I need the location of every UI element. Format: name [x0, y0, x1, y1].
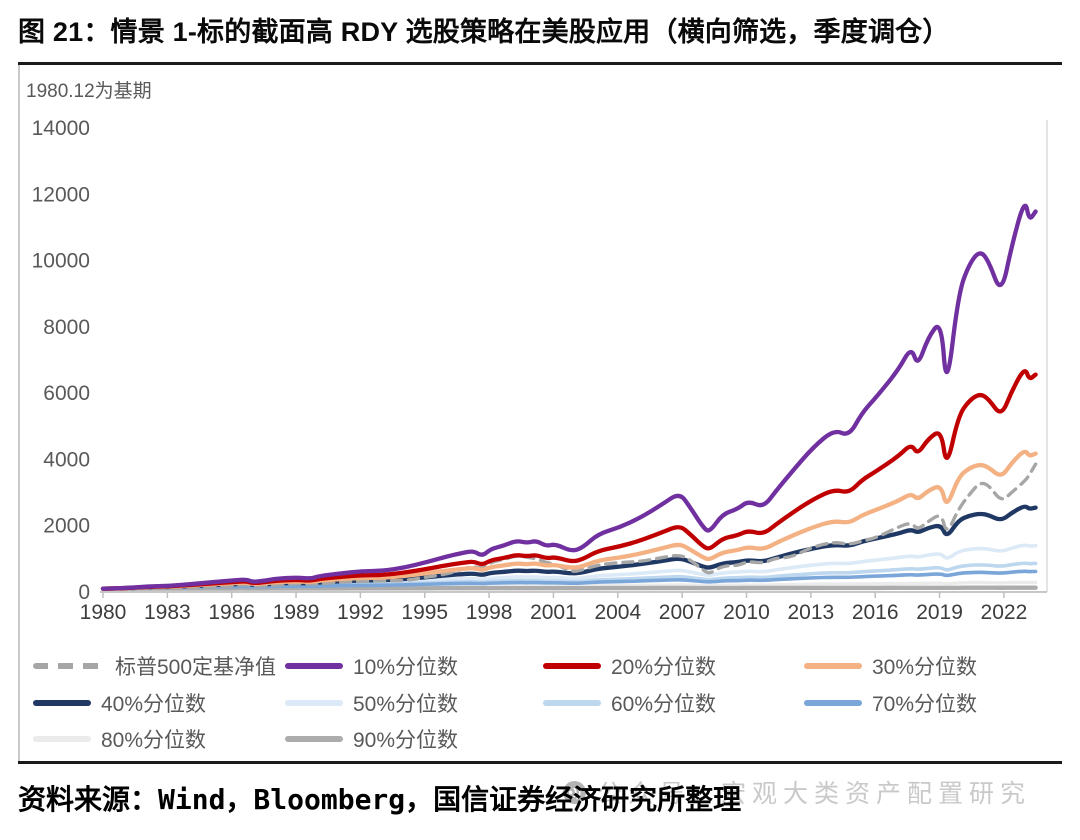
y-axis-tick-label: 6000 [43, 382, 90, 405]
legend-label: 20%分位数 [611, 656, 717, 680]
legend-item: 30%分位数 [804, 648, 1049, 685]
watermark-text: 公众号：宏观大类资产配置研究 [597, 780, 1032, 808]
y-axis-tick-label: 14000 [32, 117, 90, 140]
legend-label: 40%分位数 [101, 692, 207, 716]
legend-line-swatch [543, 699, 601, 706]
legend-label: 50%分位数 [353, 692, 459, 716]
watermark: 公众号：宏观大类资产配置研究 [562, 774, 1031, 810]
legend-label: 60%分位数 [611, 692, 717, 716]
x-axis-tick-label: 1998 [466, 601, 513, 624]
x-axis-tick-label: 2010 [723, 601, 770, 624]
x-axis-tick-label: 2022 [981, 601, 1028, 624]
source-note: 资料来源：Wind，Bloomberg，国信证券经济研究所整理 [18, 783, 742, 816]
x-axis-tick-label: 2007 [659, 601, 706, 624]
series-line-70%分位数 [101, 569, 1038, 591]
left-border-line [18, 65, 20, 761]
series-line-90%分位数 [100, 585, 1038, 591]
x-axis-tick-label: 1992 [337, 601, 384, 624]
x-axis-tick-label: 2013 [787, 601, 834, 624]
y-axis-tick-label: 8000 [43, 316, 90, 339]
line-chart-svg: 0 2000 4000 6000 8000 10000 12000 14000 1980 1983… [32, 117, 1048, 624]
legend-label: 30%分位数 [872, 656, 978, 680]
legend-line-swatch [33, 736, 91, 743]
legend-label: 10%分位数 [353, 656, 459, 680]
legend-item: 70%分位数 [804, 685, 1049, 722]
series-line-10%分位数 [100, 203, 1038, 591]
legend-line-swatch [804, 699, 862, 706]
legend-item: 50%分位数 [285, 685, 543, 722]
legend-label: 80%分位数 [101, 729, 207, 753]
legend-item: 90%分位数 [285, 721, 543, 758]
legend-item: 10%分位数 [285, 648, 543, 685]
x-axis-tick-label: 1995 [401, 601, 448, 624]
x-axis-tick-label: 2019 [916, 601, 963, 624]
legend-line-swatch [543, 663, 601, 670]
legend-label: 90%分位数 [353, 729, 459, 753]
base-period-note: 1980.12为基期 [26, 81, 152, 102]
x-axis-tick-label: 1989 [273, 601, 320, 624]
legend-line-swatch [285, 663, 343, 670]
legend-line-swatch [33, 699, 91, 706]
legend-line-swatch [804, 663, 862, 670]
legend-label: 标普500定基净值 [115, 656, 277, 680]
y-axis-tick-label: 0 [78, 581, 90, 604]
y-axis-tick-label: 4000 [43, 448, 90, 471]
x-axis-tick-label: 2004 [594, 601, 641, 624]
x-axis-tick-label: 2016 [852, 601, 899, 624]
x-axis-tick-label: 1983 [144, 601, 191, 624]
y-axis-tick-label: 2000 [43, 515, 90, 538]
series-line-20%分位数 [100, 369, 1038, 591]
legend-label: 70%分位数 [872, 692, 978, 716]
legend-item: 60%分位数 [543, 685, 804, 722]
legend-item: 20%分位数 [543, 648, 804, 685]
top-rule [18, 62, 1062, 65]
y-axis-tick-label: 12000 [32, 183, 90, 206]
chart-legend: 标普500定基净值 10%分位数 20%分位数 30%分位数 40%分位数 50%分位数 6… [33, 648, 1049, 758]
legend-item: 标普500定基净值 [33, 648, 285, 685]
x-axis-tick-label: 1980 [80, 601, 127, 624]
legend-line-swatch [285, 736, 343, 743]
y-axis-tick-label: 10000 [32, 250, 90, 273]
x-axis-tick-label: 1986 [208, 601, 255, 624]
watermark-sound-icon [563, 780, 586, 804]
legend-dashed-swatch [33, 663, 105, 670]
legend-line-swatch [285, 699, 343, 706]
x-axis-tick-label: 2001 [530, 601, 577, 624]
bottom-rule [18, 761, 1062, 764]
legend-item: 40%分位数 [33, 685, 285, 722]
figure-title: 图 21：情景 1-标的截面高 RDY 选股策略在美股应用（横向筛选，季度调仓） [18, 17, 950, 47]
legend-item: 80%分位数 [33, 721, 285, 758]
